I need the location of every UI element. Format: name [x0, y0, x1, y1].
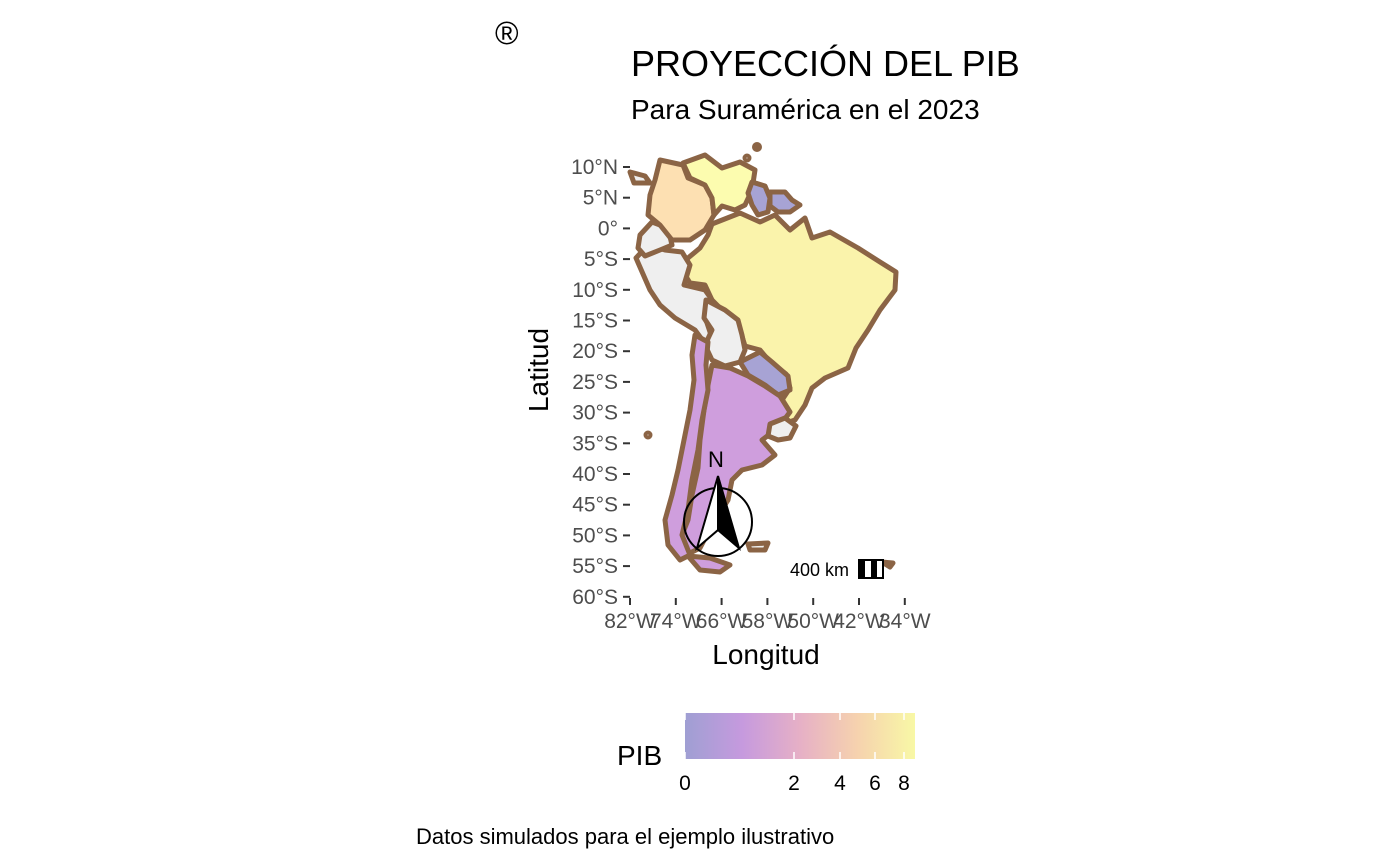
y-tick-label: 5°S: [584, 248, 618, 271]
y-tick-label: 5°N: [583, 187, 618, 210]
legend-label: 4: [834, 772, 846, 795]
country-uruguay[interactable]: [765, 415, 799, 443]
x-tick-label: 42°W: [833, 610, 885, 633]
x-tick-label: 50°W: [787, 610, 839, 633]
y-tick-label: 60°S: [572, 586, 618, 609]
legend-label: 8: [898, 772, 910, 795]
y-tick-label: 40°S: [572, 463, 618, 486]
y-tick-label: 45°S: [572, 494, 618, 517]
y-tick-label: 0°: [598, 217, 618, 240]
country-bolivia[interactable]: [701, 297, 748, 369]
y-axis: 10°N 5°N 0° 5°S 10°S 15°S 20°S 25°S 30°S 35°S 40°S…: [571, 156, 630, 609]
y-axis-title: Latitud: [523, 328, 554, 412]
scale-bar: 400 km: [790, 559, 884, 580]
panama-fragment: [627, 169, 653, 186]
x-axis: 82°W74°W66°W58°W50°W42°W34°W: [604, 598, 931, 633]
y-tick-label: 20°S: [572, 340, 618, 363]
island-marker: [742, 153, 752, 163]
legend-ticks: [684, 713, 905, 759]
legend-label: 0: [679, 772, 691, 795]
registered-mark: ®: [495, 15, 519, 51]
y-tick-label: 15°S: [572, 310, 618, 333]
scale-bar-label: 400 km: [790, 560, 849, 580]
y-tick-label: 35°S: [572, 432, 618, 455]
falkland-islands: [745, 540, 771, 553]
y-tick-label: 25°S: [572, 371, 618, 394]
country-tierra-del-fuego[interactable]: [685, 553, 733, 575]
x-tick-label: 66°W: [696, 610, 748, 633]
legend-label: 6: [869, 772, 881, 795]
map-title: PROYECCIÓN DEL PIB: [631, 43, 1020, 84]
country-brazil[interactable]: [679, 210, 899, 428]
country-guyana[interactable]: [745, 179, 773, 218]
x-axis-title: Longitud: [712, 639, 819, 670]
y-tick-label: 50°S: [572, 524, 618, 547]
legend-title: PIB: [617, 740, 663, 771]
country-venezuela[interactable]: [680, 152, 758, 218]
x-tick-label: 58°W: [742, 610, 794, 633]
x-tick-label: 34°W: [879, 610, 931, 633]
north-arrow: N: [683, 447, 753, 557]
y-tick-label: 55°S: [572, 555, 618, 578]
country-chile[interactable]: [662, 332, 711, 563]
north-arrow-label: N: [708, 447, 724, 472]
x-tick-label: 82°W: [604, 610, 656, 633]
legend-label: 2: [788, 772, 800, 795]
y-tick-label: 10°S: [572, 279, 618, 302]
map-subtitle: Para Suramérica en el 2023: [631, 94, 980, 125]
island-marker: [752, 142, 762, 152]
legend-colorbar: [685, 713, 915, 759]
georgia-fragment: [879, 559, 896, 570]
country-layer: [627, 142, 899, 575]
x-tick-label: 74°W: [650, 610, 702, 633]
y-tick-label: 30°S: [572, 402, 618, 425]
country-suriname[interactable]: [767, 189, 803, 215]
caption: Datos simulados para el ejemplo ilustrat…: [416, 824, 835, 849]
y-tick-label: 10°N: [571, 156, 618, 179]
island-marker: [643, 430, 653, 440]
